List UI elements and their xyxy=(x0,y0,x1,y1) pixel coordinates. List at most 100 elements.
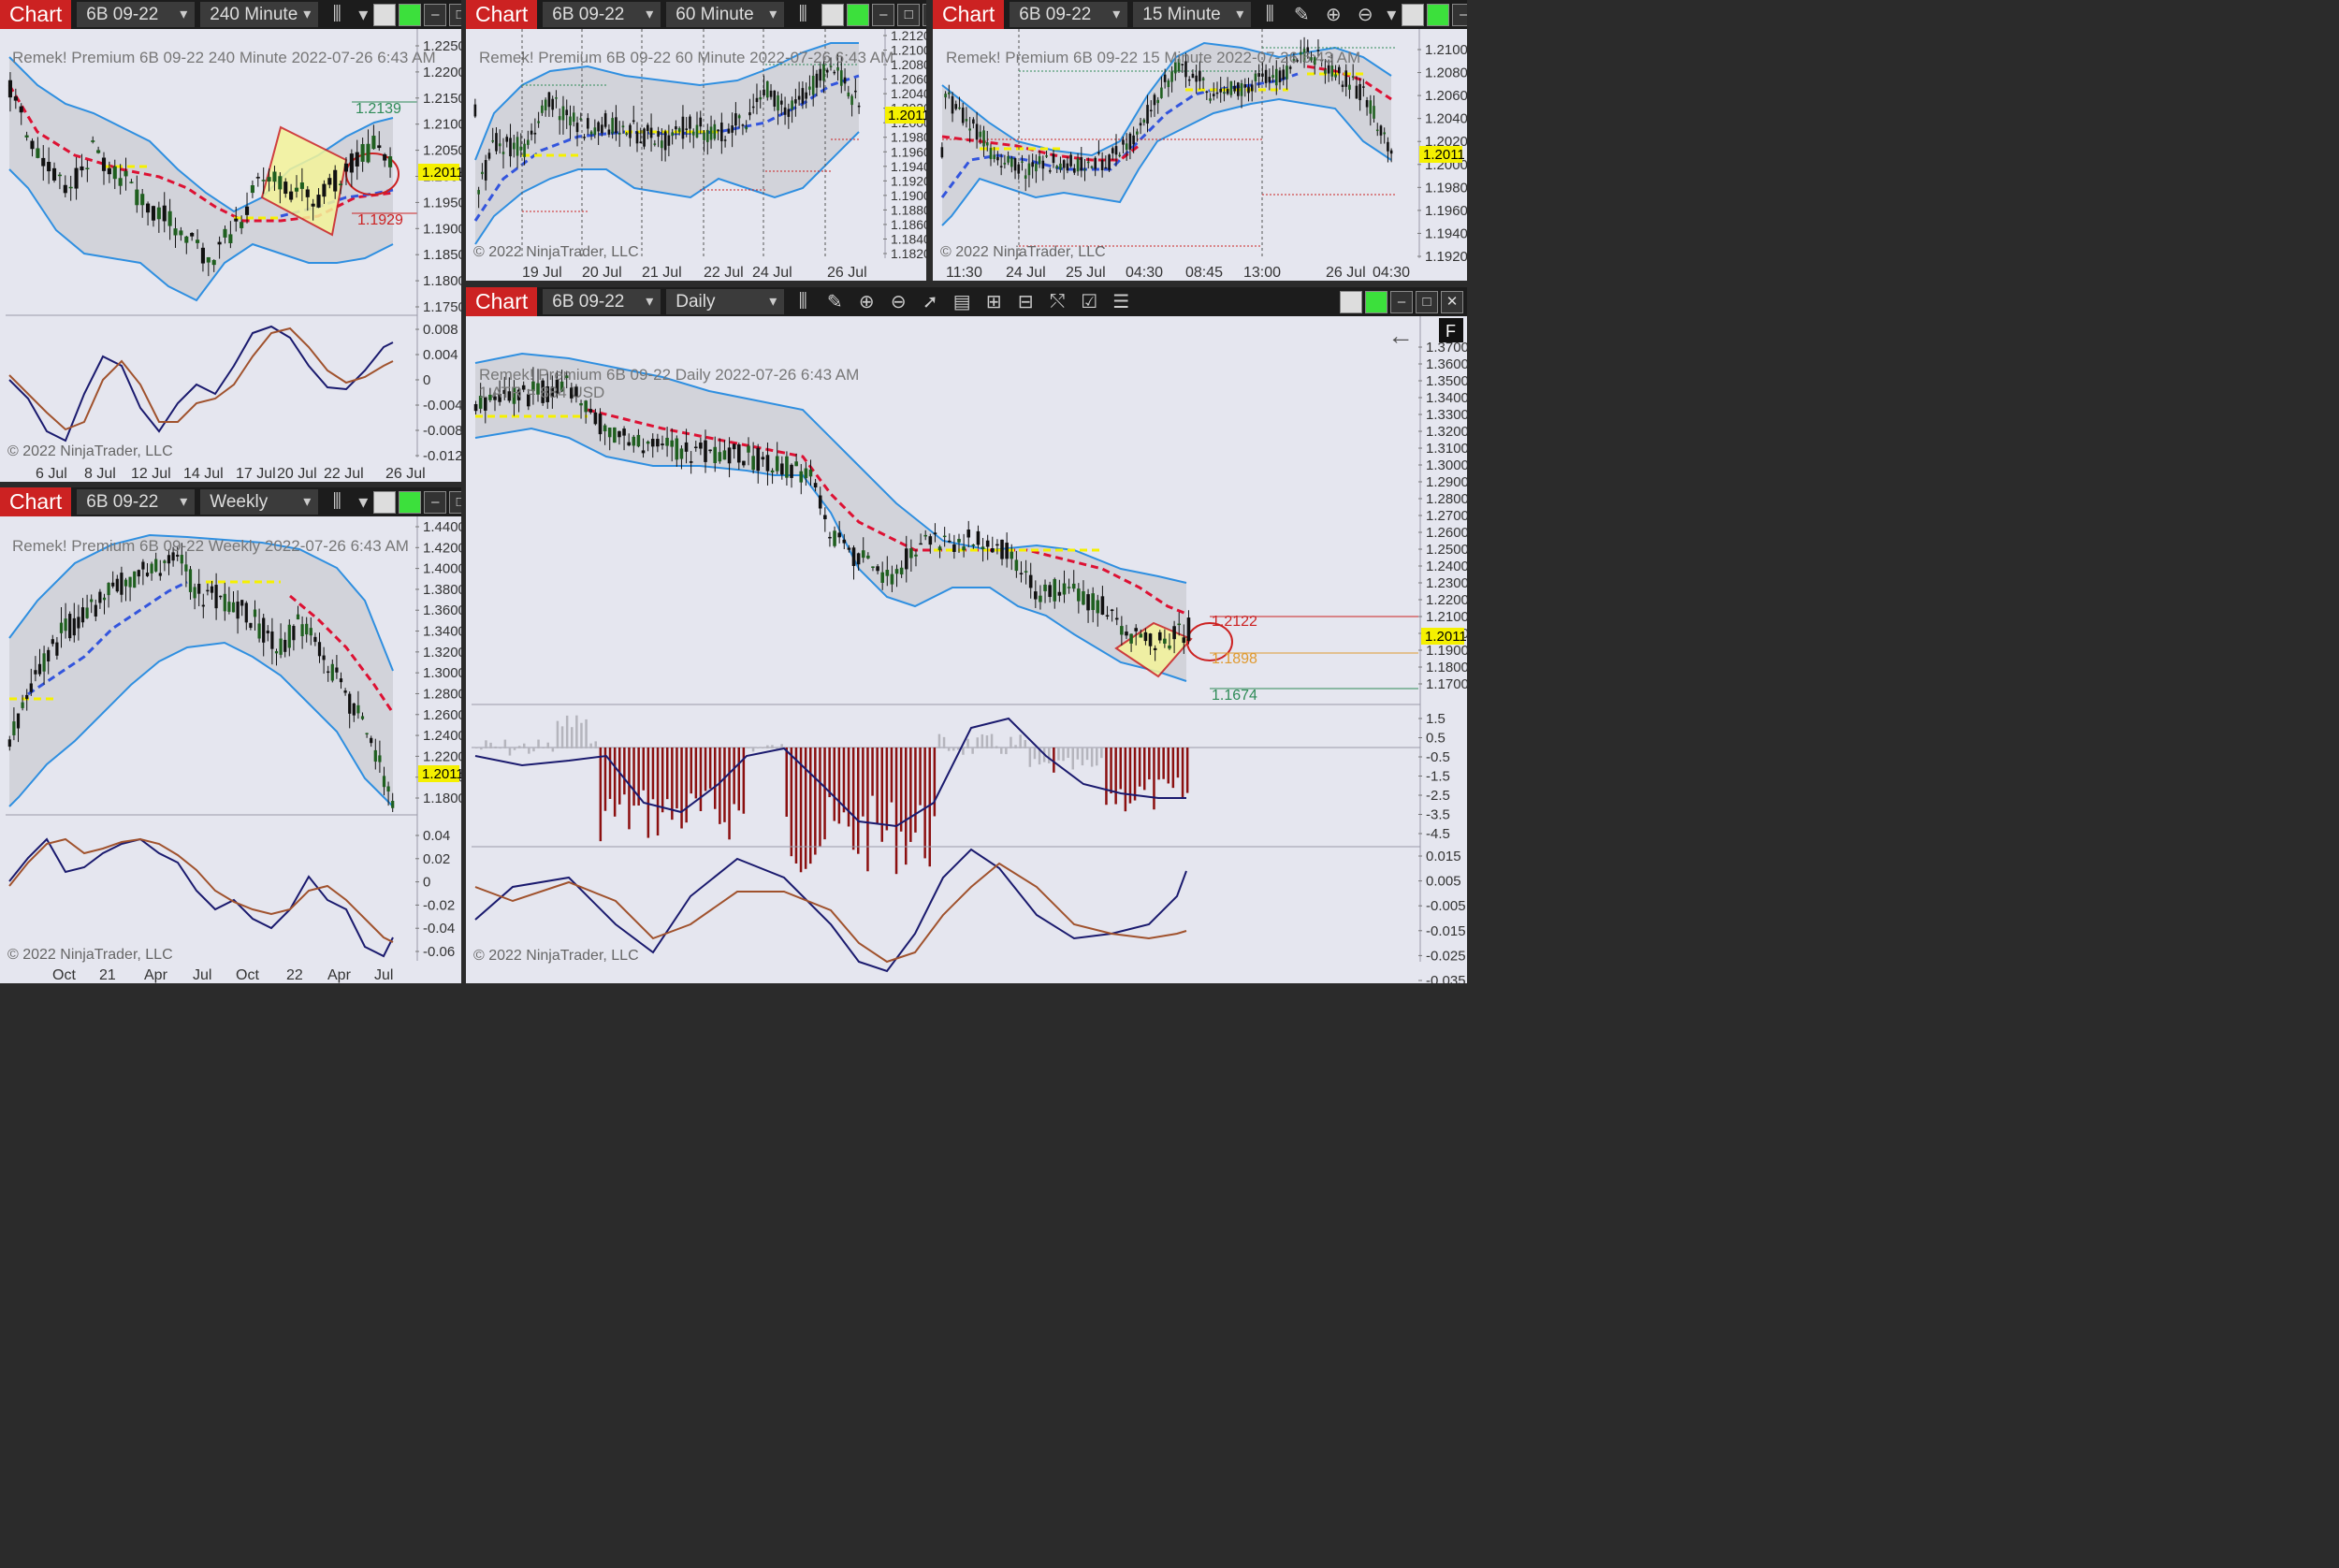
interval-selector[interactable]: Weekly ▾ xyxy=(200,489,319,515)
link-color-button[interactable] xyxy=(847,3,870,26)
axis-tick-label: 1.2600 xyxy=(423,707,461,723)
chart-menu-button[interactable]: Chart xyxy=(933,0,1005,29)
chart-menu-button[interactable]: Chart xyxy=(0,487,72,516)
minimize-button[interactable]: – xyxy=(424,490,447,514)
candles-daily xyxy=(473,367,1191,661)
interval-selector[interactable]: 15 Minute ▾ xyxy=(1133,2,1252,27)
histogram-bar xyxy=(546,742,549,748)
data-box-icon[interactable]: ▤ xyxy=(952,292,971,312)
toolbar-overflow-icon[interactable]: ▾ xyxy=(358,492,369,513)
chart-canvas-240min[interactable]: Remek! Premium 6B 09-22 240 Minute 2022-… xyxy=(0,29,461,482)
candle-body xyxy=(253,609,257,617)
chart-canvas-15min[interactable]: Remek! Premium 6B 09-22 15 Minute 2022-0… xyxy=(933,29,1467,281)
minimize-button[interactable]: – xyxy=(1452,3,1467,26)
maximize-button[interactable]: □ xyxy=(1416,290,1438,313)
maximize-button[interactable]: □ xyxy=(449,490,461,514)
bar-type-icon[interactable]: ⫼ xyxy=(332,491,341,512)
candle-body xyxy=(747,445,750,453)
chart-canvas-daily[interactable]: Remek! Premium 6B 09-22 Daily 2022-07-26… xyxy=(466,316,1467,983)
flag-badge[interactable] xyxy=(1439,318,1463,342)
candles-60min xyxy=(473,52,861,209)
candle-body xyxy=(335,667,339,673)
pointer-icon[interactable]: ➚ xyxy=(922,292,938,312)
instrument-selector[interactable]: 6B 09-22 ▾ xyxy=(543,2,661,27)
maximize-button[interactable]: □ xyxy=(449,3,461,26)
candle-body xyxy=(13,96,18,101)
zoom-out-icon[interactable]: ⊖ xyxy=(1357,5,1373,25)
link-button[interactable] xyxy=(1340,290,1362,313)
candle-body xyxy=(705,129,709,142)
instrument-selector[interactable]: 6B 09-22 ▾ xyxy=(1010,2,1128,27)
candle-body xyxy=(115,578,119,592)
arrow-left-icon[interactable]: ← xyxy=(1387,321,1414,350)
candle-body xyxy=(128,576,132,588)
candle-body xyxy=(1254,73,1257,81)
bar-type-icon[interactable]: ⫼ xyxy=(332,4,341,24)
candle-body xyxy=(140,194,145,206)
candle-body xyxy=(1043,584,1047,591)
chart-menu-button[interactable]: Chart xyxy=(466,287,538,316)
indicators-icon[interactable]: ⊟ xyxy=(1017,292,1034,312)
candle-body xyxy=(505,137,509,142)
axis-tick-label: 04:30 xyxy=(1126,265,1163,281)
minimize-button[interactable]: – xyxy=(424,3,447,26)
histogram-bar xyxy=(1053,748,1055,773)
axis-tick-label: 1.5 xyxy=(1426,711,1446,727)
x-axis-15min: 11:30 24 Jul 25 Jul 04:30 08:45 13:00 26 Jul 04… xyxy=(946,265,1410,281)
candle-body xyxy=(1108,154,1111,170)
histogram-bar xyxy=(1048,748,1051,763)
draw-pencil-icon[interactable]: ✎ xyxy=(1293,5,1310,25)
bar-type-icon[interactable]: ⫼ xyxy=(1265,4,1274,24)
link-button[interactable] xyxy=(1402,3,1425,26)
maximize-button[interactable]: □ xyxy=(897,3,921,26)
chart-menu-button[interactable]: Chart xyxy=(0,0,72,29)
instrument-selector[interactable]: 6B 09-22 ▾ xyxy=(543,289,661,314)
bar-type-icon[interactable]: ⫼ xyxy=(798,4,807,24)
candle-body xyxy=(1167,80,1170,88)
strategies-icon[interactable]: ⤲ xyxy=(1050,291,1066,312)
chart-menu-button[interactable]: Chart xyxy=(466,0,538,29)
candle-body xyxy=(589,131,593,135)
list-icon[interactable]: ☰ xyxy=(1112,292,1130,312)
link-color-button[interactable] xyxy=(1427,3,1450,26)
link-color-button[interactable] xyxy=(399,3,422,26)
link-button[interactable] xyxy=(373,3,397,26)
candle-body xyxy=(123,170,128,177)
candle-body xyxy=(656,439,660,447)
interval-selector[interactable]: 240 Minute ▾ xyxy=(200,2,319,27)
instrument-selector[interactable]: 6B 09-22 ▾ xyxy=(77,2,196,27)
interval-selector[interactable]: Daily ▾ xyxy=(666,289,785,314)
interval-selector[interactable]: 60 Minute ▾ xyxy=(666,2,785,27)
chart-canvas-weekly[interactable]: Remek! Premium 6B 09-22 Weekly 2022-07-2… xyxy=(0,516,461,983)
minimize-button[interactable]: – xyxy=(872,3,895,26)
link-color-button[interactable] xyxy=(1365,290,1387,313)
candle-body xyxy=(819,68,822,81)
zoom-out-icon[interactable]: ⊖ xyxy=(890,292,907,312)
link-button[interactable] xyxy=(373,490,397,514)
histogram-bar xyxy=(646,748,650,838)
close-button[interactable]: ✕ xyxy=(1441,290,1463,313)
link-button[interactable] xyxy=(821,3,845,26)
axis-tick-label: 1.3400 xyxy=(1426,390,1467,406)
toolbar-overflow-icon[interactable]: ▾ xyxy=(1387,5,1397,25)
copyright-label: © 2022 NinjaTrader, LLC xyxy=(7,947,173,963)
histogram-bar xyxy=(1038,748,1041,765)
candle-body xyxy=(360,716,365,719)
candle-body xyxy=(129,181,134,183)
draw-pencil-icon[interactable]: ✎ xyxy=(826,292,843,312)
chart-title: Remek! Premium 6B 09-22 240 Minute 2022-… xyxy=(12,49,436,66)
histogram-bar xyxy=(528,748,530,754)
zoom-in-icon[interactable]: ⊕ xyxy=(1325,5,1342,25)
zoom-in-icon[interactable]: ⊕ xyxy=(858,292,875,312)
minimize-button[interactable]: – xyxy=(1390,290,1413,313)
chart-canvas-60min[interactable]: Remek! Premium 6B 09-22 60 Minute 2022-0… xyxy=(466,29,926,281)
bar-type-icon[interactable]: ⫼ xyxy=(798,291,807,312)
toolbar-overflow-icon[interactable]: ▾ xyxy=(358,5,369,25)
histogram-bar xyxy=(656,748,660,836)
instrument-selector[interactable]: 6B 09-22 ▾ xyxy=(77,489,196,515)
properties-icon[interactable]: ⊞ xyxy=(985,292,1002,312)
close-button[interactable]: ✕ xyxy=(923,3,926,26)
link-color-button[interactable] xyxy=(399,490,422,514)
templates-icon[interactable]: ☑ xyxy=(1081,292,1098,312)
candle-body xyxy=(751,106,755,109)
